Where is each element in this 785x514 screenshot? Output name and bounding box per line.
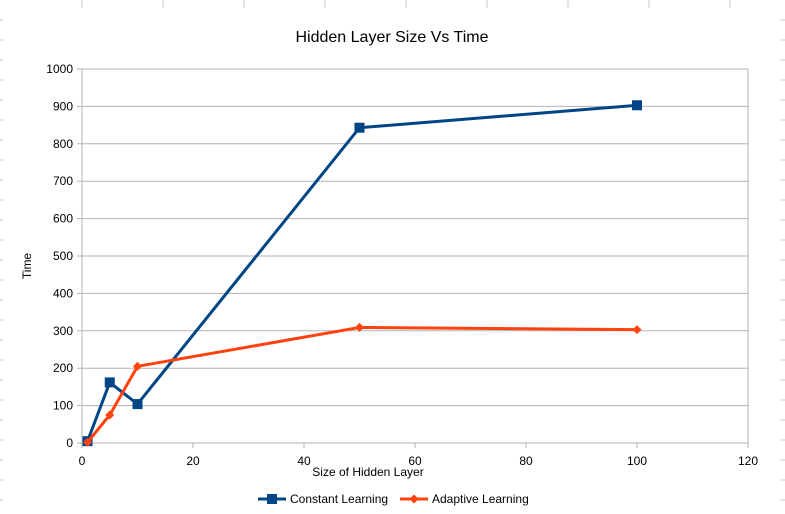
data-point-constant-learning	[104, 377, 115, 388]
x-tick-label: 0	[79, 454, 86, 468]
legend-item-constant-learning: Constant Learning	[258, 492, 388, 506]
y-tick-label: 100	[53, 399, 73, 413]
series-line-adaptive-learning	[86, 325, 638, 444]
x-tick-label: 20	[186, 454, 200, 468]
data-point-adaptive-learning	[83, 437, 93, 447]
chart-title: Hidden Layer Size Vs Time	[296, 29, 489, 46]
y-tick-label: 900	[53, 99, 73, 113]
legend-item-adaptive-learning: Adaptive Learning	[400, 492, 529, 506]
legend-label: Constant Learning	[290, 492, 388, 506]
y-axis-ticks: 0 100 200 300 400 500 600 700 800 900 1000	[46, 62, 82, 450]
data-point-adaptive-learning	[105, 410, 115, 420]
x-tick-label: 60	[408, 454, 422, 468]
y-tick-label: 1000	[46, 62, 73, 76]
data-point-adaptive-learning	[632, 325, 642, 335]
data-point-constant-learning	[632, 100, 642, 111]
grid-lines	[82, 105, 748, 407]
y-axis-title: Time	[20, 253, 34, 280]
data-point-adaptive-learning	[133, 361, 142, 371]
x-tick-label: 80	[519, 454, 533, 468]
data-point-constant-learning	[132, 399, 143, 410]
data-point-adaptive-learning	[355, 322, 364, 332]
y-tick-label: 500	[53, 249, 73, 263]
x-axis-title: Size of Hidden Layer	[312, 465, 423, 479]
legend-label: Adaptive Learning	[432, 492, 529, 506]
legend-swatch-marker	[409, 494, 419, 504]
y-tick-label: 400	[53, 286, 73, 300]
y-tick-label: 200	[53, 361, 73, 375]
x-tick-label: 100	[627, 454, 647, 468]
x-tick-label: 40	[297, 454, 311, 468]
y-tick-label: 600	[53, 212, 73, 226]
y-tick-label: 700	[53, 174, 73, 188]
x-axis-ticks: 0 20 40 60 80 100 120	[79, 443, 758, 468]
x-tick-label: 120	[738, 454, 758, 468]
series-line-constant-learning	[86, 103, 638, 442]
data-point-constant-learning	[354, 122, 365, 133]
data-series	[82, 100, 642, 447]
legend: Constant Learning Adaptive Learning	[258, 492, 529, 506]
series-constant-learning	[82, 100, 642, 447]
series-adaptive-learning	[83, 322, 642, 447]
y-tick-label: 0	[66, 436, 73, 450]
y-tick-label: 300	[53, 324, 73, 338]
legend-swatch-marker	[267, 494, 277, 504]
y-tick-label: 800	[53, 137, 73, 151]
